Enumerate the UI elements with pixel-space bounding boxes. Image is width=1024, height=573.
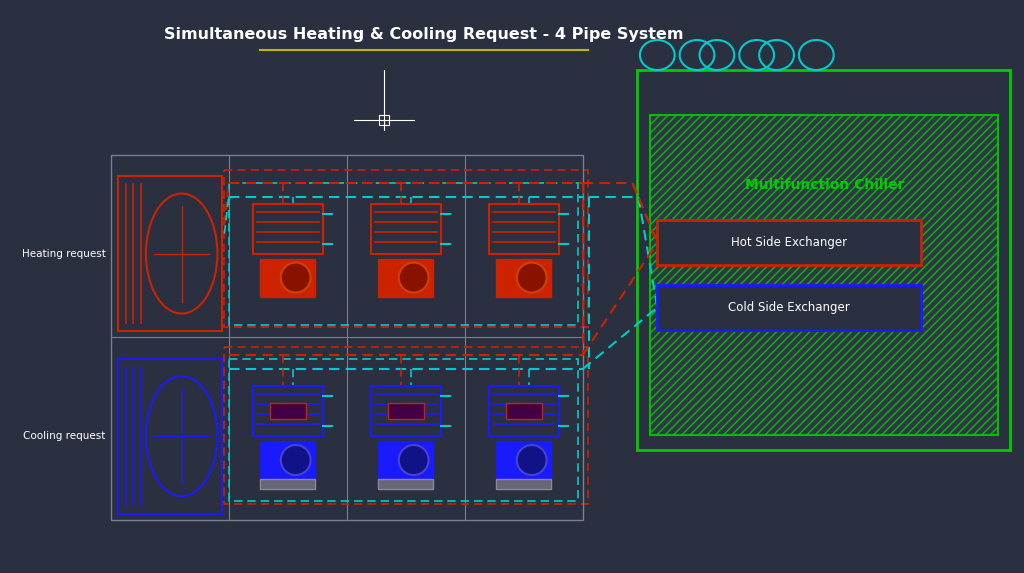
Text: Simultaneous Heating & Cooling Request - 4 Pipe System: Simultaneous Heating & Cooling Request -… (164, 28, 683, 42)
Text: Cold Side Exchanger: Cold Side Exchanger (728, 301, 850, 314)
Bar (371, 203, 440, 253)
Bar (379, 479, 433, 489)
Ellipse shape (517, 445, 547, 475)
Bar (224, 170, 588, 327)
Bar (379, 441, 433, 479)
Ellipse shape (517, 262, 547, 293)
Text: Multifunction Chiller: Multifunction Chiller (744, 178, 904, 192)
Bar (228, 359, 578, 501)
Bar (489, 386, 558, 436)
Bar (270, 403, 305, 419)
Bar (260, 479, 315, 489)
Bar (497, 479, 551, 489)
Ellipse shape (281, 445, 310, 475)
Bar (497, 258, 551, 297)
Text: Hot Side Exchanger: Hot Side Exchanger (731, 236, 847, 249)
Bar (388, 403, 424, 419)
Ellipse shape (281, 262, 310, 293)
Bar (657, 220, 921, 265)
Bar (506, 403, 542, 419)
Bar (224, 347, 588, 504)
Bar (379, 258, 433, 297)
Text: Heating request: Heating request (22, 249, 105, 258)
Ellipse shape (398, 445, 429, 475)
Bar (650, 115, 998, 435)
Bar (260, 258, 315, 297)
Ellipse shape (398, 262, 429, 293)
Bar (260, 441, 315, 479)
Bar (657, 285, 921, 330)
Text: Cooling request: Cooling request (24, 431, 105, 441)
Bar (228, 183, 578, 325)
Bar (637, 70, 1010, 450)
Bar (253, 203, 323, 253)
Bar (379, 115, 389, 125)
Bar (371, 386, 440, 436)
Bar (497, 441, 551, 479)
Bar (118, 176, 222, 331)
Bar (111, 155, 583, 520)
Bar (253, 386, 323, 436)
Bar (489, 203, 558, 253)
Bar (118, 359, 222, 513)
